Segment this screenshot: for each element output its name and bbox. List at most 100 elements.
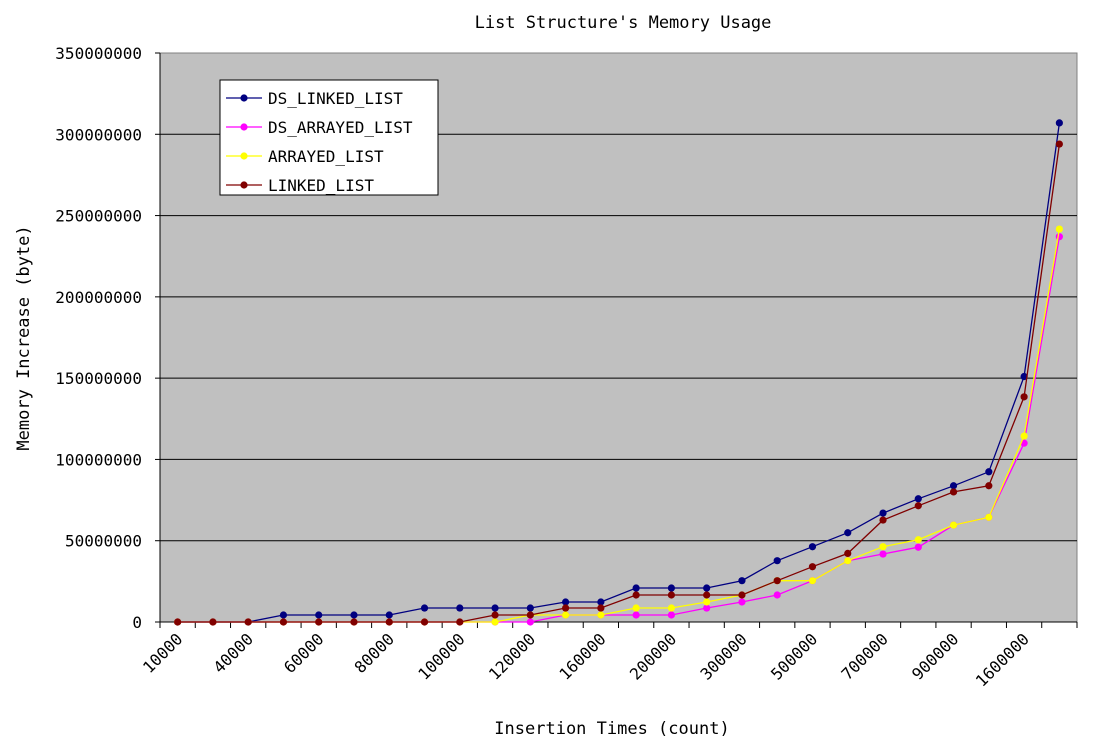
x-tick-label: 200000 bbox=[626, 629, 680, 683]
data-point bbox=[879, 516, 887, 524]
data-point bbox=[808, 577, 817, 585]
data-point bbox=[808, 543, 817, 551]
legend-marker bbox=[240, 94, 248, 102]
data-point bbox=[773, 557, 781, 565]
data-point bbox=[420, 604, 429, 612]
series-line bbox=[177, 143, 1061, 623]
data-point bbox=[914, 543, 922, 551]
y-tick-label: 150000000 bbox=[55, 369, 142, 388]
data-point bbox=[561, 611, 570, 619]
data-point bbox=[174, 618, 182, 626]
data-point bbox=[491, 611, 499, 619]
data-point bbox=[279, 618, 288, 626]
data-point bbox=[738, 577, 746, 585]
data-point bbox=[914, 495, 922, 503]
legend-box bbox=[219, 79, 439, 196]
data-point bbox=[844, 557, 852, 565]
data-point bbox=[667, 604, 676, 612]
data-point bbox=[244, 618, 252, 626]
x-tick-label: 40000 bbox=[210, 629, 257, 676]
series-line bbox=[177, 122, 1061, 623]
legend: DS_LINKED_LIST DS_ARRAYED_LIST ARRAYED_LIS… bbox=[219, 79, 439, 196]
data-point bbox=[456, 604, 464, 612]
data-point bbox=[703, 584, 711, 592]
data-point bbox=[703, 604, 711, 612]
data-point bbox=[456, 618, 464, 626]
data-point bbox=[209, 618, 217, 626]
data-point bbox=[985, 468, 993, 476]
y-tick-label: 350000000 bbox=[55, 44, 142, 63]
data-point bbox=[949, 521, 958, 529]
data-point bbox=[914, 536, 922, 544]
data-point bbox=[561, 604, 570, 612]
data-point bbox=[844, 549, 852, 557]
data-point bbox=[1020, 393, 1028, 401]
data-point bbox=[632, 591, 640, 599]
data-point bbox=[597, 604, 605, 612]
data-point bbox=[315, 618, 323, 626]
data-point bbox=[738, 591, 746, 599]
data-point bbox=[526, 618, 534, 626]
data-point bbox=[985, 513, 993, 521]
data-point bbox=[561, 598, 570, 606]
chart-title: List Structure's Memory Usage bbox=[475, 13, 772, 33]
data-point bbox=[879, 543, 887, 551]
y-tick-label: 300000000 bbox=[55, 125, 142, 144]
data-point bbox=[385, 618, 393, 626]
data-point bbox=[1055, 140, 1063, 148]
y-tick-label: 200000000 bbox=[55, 288, 142, 307]
data-point bbox=[949, 488, 958, 496]
data-point bbox=[597, 598, 605, 606]
data-point bbox=[526, 604, 534, 612]
data-point bbox=[914, 502, 922, 510]
data-point bbox=[315, 611, 323, 619]
legend-marker bbox=[240, 152, 248, 160]
x-tick-label: 80000 bbox=[351, 629, 398, 676]
data-point bbox=[703, 591, 711, 599]
x-tick-label: 1600000 bbox=[972, 629, 1033, 690]
y-tick-label: 100000000 bbox=[55, 450, 142, 469]
legend-marker bbox=[240, 123, 248, 131]
data-point bbox=[985, 482, 993, 490]
x-tick-label: 500000 bbox=[767, 629, 821, 683]
data-point bbox=[1020, 372, 1028, 381]
data-point bbox=[667, 591, 676, 599]
data-point bbox=[1055, 233, 1063, 241]
y-axis-title: Memory Increase (byte) bbox=[14, 225, 34, 450]
data-point bbox=[526, 611, 534, 619]
data-point bbox=[773, 591, 781, 599]
data-point bbox=[491, 618, 499, 626]
x-tick-label: 700000 bbox=[838, 629, 892, 683]
legend-label: DS_ARRAYED_LIST bbox=[268, 118, 413, 137]
x-tick-label: 300000 bbox=[696, 629, 750, 683]
data-point bbox=[350, 611, 358, 619]
y-tick-label: 250000000 bbox=[55, 207, 142, 226]
y-tick-label: 50000000 bbox=[65, 532, 142, 551]
data-point bbox=[949, 482, 958, 490]
x-tick-label: 60000 bbox=[280, 629, 327, 676]
data-point bbox=[844, 529, 852, 537]
legend-label: DS_LINKED_LIST bbox=[268, 89, 403, 108]
data-point bbox=[879, 509, 887, 517]
series-linked-list bbox=[174, 140, 1063, 626]
data-point bbox=[491, 604, 499, 612]
x-tick-label: 160000 bbox=[555, 629, 609, 683]
data-point bbox=[879, 550, 887, 558]
x-tick-label: 900000 bbox=[908, 629, 962, 683]
data-point bbox=[632, 584, 640, 592]
x-axis-title: Insertion Times (count) bbox=[494, 719, 729, 739]
data-point bbox=[738, 598, 746, 606]
data-point bbox=[667, 584, 676, 592]
data-point bbox=[667, 611, 676, 619]
data-point bbox=[632, 604, 640, 612]
data-point bbox=[632, 611, 640, 619]
data-point bbox=[773, 577, 781, 585]
data-point bbox=[1055, 119, 1063, 127]
data-point bbox=[808, 563, 817, 571]
x-tick-label: 10000 bbox=[139, 629, 186, 676]
data-point bbox=[279, 611, 288, 619]
data-point bbox=[1055, 225, 1063, 233]
x-tick-label: 100000 bbox=[414, 629, 468, 683]
data-point bbox=[350, 618, 358, 626]
